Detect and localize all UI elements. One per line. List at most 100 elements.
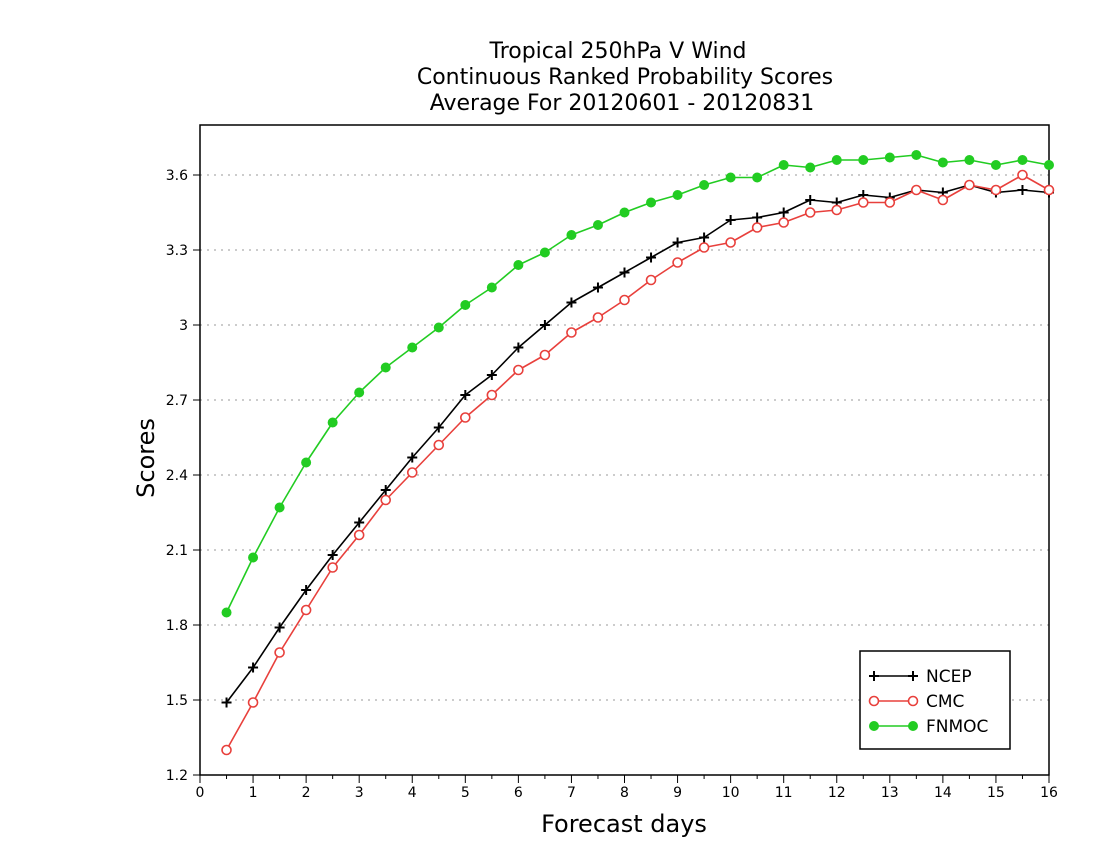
point-fnmoc [646, 197, 657, 208]
x-tick-label: 7 [567, 785, 576, 801]
point-ncep [433, 422, 444, 433]
point-ncep [513, 342, 524, 353]
point-cmc [672, 257, 683, 268]
x-axis-label: Forecast days [541, 810, 707, 838]
y-tick-label: 1.2 [166, 768, 188, 784]
point-fnmoc [513, 260, 524, 270]
point-ncep [1017, 185, 1028, 195]
point-ncep [486, 370, 497, 380]
legend-item-ncep: NCEP [869, 667, 972, 687]
x-tick-label: 8 [620, 785, 629, 801]
title-line-2: Continuous Ranked Probability Scores [417, 65, 833, 90]
point-fnmoc [221, 607, 232, 618]
point-ncep [221, 697, 232, 708]
point-fnmoc [460, 300, 471, 310]
point-cmc [804, 207, 816, 218]
point-cmc [645, 274, 657, 286]
point-cmc [751, 222, 763, 233]
title-line-3: Average For 20120601 - 20120831 [430, 91, 815, 116]
y-tick-label: 2.7 [166, 393, 188, 409]
x-tick-label: 4 [408, 785, 417, 801]
point-ncep [752, 212, 763, 223]
point-fnmoc [884, 152, 895, 163]
x-tick-label: 3 [355, 785, 364, 801]
point-fnmoc [752, 172, 763, 183]
point-fnmoc [274, 502, 285, 513]
point-fnmoc [699, 180, 710, 190]
legend-label-ncep: NCEP [926, 667, 972, 687]
point-fnmoc [354, 387, 365, 398]
series-line-fnmoc [225, 154, 1050, 613]
point-cmc [937, 194, 949, 206]
point-cmc [460, 412, 471, 423]
legend-marker-cmc [907, 695, 919, 707]
legend-box [859, 650, 1011, 750]
x-tick-label: 5 [461, 785, 470, 801]
point-cmc [778, 217, 789, 228]
point-fnmoc [566, 230, 577, 240]
point-cmc [380, 494, 392, 506]
point-ncep [672, 237, 683, 248]
point-cmc [1017, 169, 1028, 181]
point-cmc [566, 327, 577, 338]
y-tick-label: 3.6 [166, 168, 188, 184]
chart-title: Tropical 250hPa V Wind Continuous Ranked… [417, 39, 833, 116]
series-cmc [221, 169, 1055, 756]
series-ncep [221, 180, 1054, 708]
legend-marker-fnmoc [869, 721, 879, 731]
x-tick-label: 0 [196, 785, 205, 801]
gridlines [200, 174, 1049, 701]
y-axis-label: Scores [132, 418, 160, 498]
point-ncep [592, 282, 603, 293]
point-cmc [990, 184, 1002, 196]
data-series [221, 150, 1055, 756]
point-ncep [778, 207, 789, 218]
point-ncep [380, 485, 391, 495]
x-tick-label: 11 [775, 785, 793, 801]
y-tick-label: 3.3 [166, 243, 188, 259]
y-tick-label: 2.1 [166, 543, 188, 559]
x-tick-label: 10 [722, 785, 740, 801]
point-fnmoc [380, 362, 391, 373]
point-ncep [646, 252, 657, 263]
point-cmc [300, 604, 312, 616]
point-fnmoc [619, 207, 630, 218]
point-cmc [911, 184, 922, 196]
point-fnmoc [248, 552, 259, 563]
legend-label-cmc: CMC [926, 692, 964, 712]
x-tick-label: 1 [249, 785, 258, 801]
point-cmc [247, 697, 259, 708]
point-fnmoc [990, 160, 1001, 170]
point-cmc [619, 294, 630, 306]
legend-marker-ncep [869, 671, 879, 681]
point-ncep [274, 622, 285, 633]
point-cmc [964, 179, 975, 191]
point-cmc [592, 312, 604, 323]
point-fnmoc [539, 247, 550, 258]
point-fnmoc [327, 417, 338, 428]
point-cmc [353, 529, 365, 541]
series-line-ncep [225, 184, 1050, 703]
title-line-1: Tropical 250hPa V Wind [488, 39, 746, 64]
point-ncep [248, 662, 259, 673]
point-ncep [699, 232, 710, 243]
point-cmc [725, 237, 736, 248]
point-cmc [274, 647, 285, 658]
legend-item-cmc: CMC [868, 692, 964, 712]
point-ncep [354, 517, 365, 528]
x-tick-label: 14 [934, 785, 952, 801]
point-cmc [857, 197, 869, 208]
x-tick-label: 9 [673, 785, 682, 801]
legend-marker-cmc [868, 695, 880, 707]
point-fnmoc [778, 160, 789, 170]
point-ncep [566, 297, 577, 308]
point-fnmoc [937, 157, 948, 168]
point-fnmoc [407, 342, 418, 353]
point-fnmoc [911, 150, 922, 160]
point-ncep [725, 215, 736, 225]
point-ncep [460, 390, 471, 400]
y-tick-label: 3 [179, 318, 188, 334]
x-tick-label: 2 [302, 785, 311, 801]
point-ncep [539, 320, 550, 330]
